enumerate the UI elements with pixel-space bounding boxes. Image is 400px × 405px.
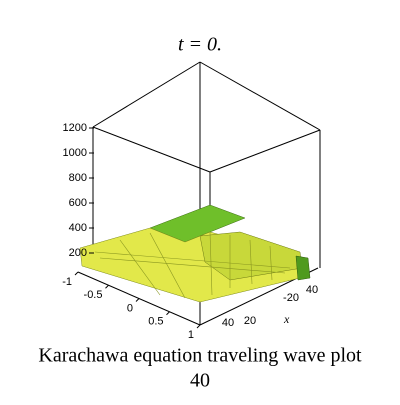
y-tick: [166, 311, 170, 316]
y-tick: [135, 298, 140, 302]
z-tick-label: 800: [69, 172, 87, 184]
y-tick-label: -0.5: [84, 289, 103, 301]
y-tick-label: 1: [188, 329, 194, 341]
x-tick-label: 20: [244, 315, 256, 327]
x-tick-label: -20: [283, 292, 299, 304]
z-tick-label: 600: [69, 197, 87, 209]
z-tick-label: 200: [69, 247, 87, 259]
y-tick: [74, 271, 79, 276]
y-tick: [196, 324, 201, 329]
x-axis-label: x: [283, 312, 290, 326]
surface: [79, 204, 311, 303]
y-tick-label: 0: [127, 302, 133, 314]
z-tick-label: 1200: [63, 122, 87, 134]
chart-title: t = 0.: [178, 34, 222, 56]
y-tick-label: 0.5: [148, 316, 163, 328]
y-tick-label: -1: [62, 276, 72, 288]
y-tick: [105, 284, 109, 289]
caption-line: 40: [190, 370, 210, 392]
x-tick-label: 40: [222, 317, 234, 329]
z-tick-label: 400: [69, 222, 87, 234]
caption-line: Karachawa equation traveling wave plot: [38, 345, 362, 367]
x-tick-label: 40: [306, 284, 318, 296]
z-tick-label: 1000: [63, 147, 87, 159]
